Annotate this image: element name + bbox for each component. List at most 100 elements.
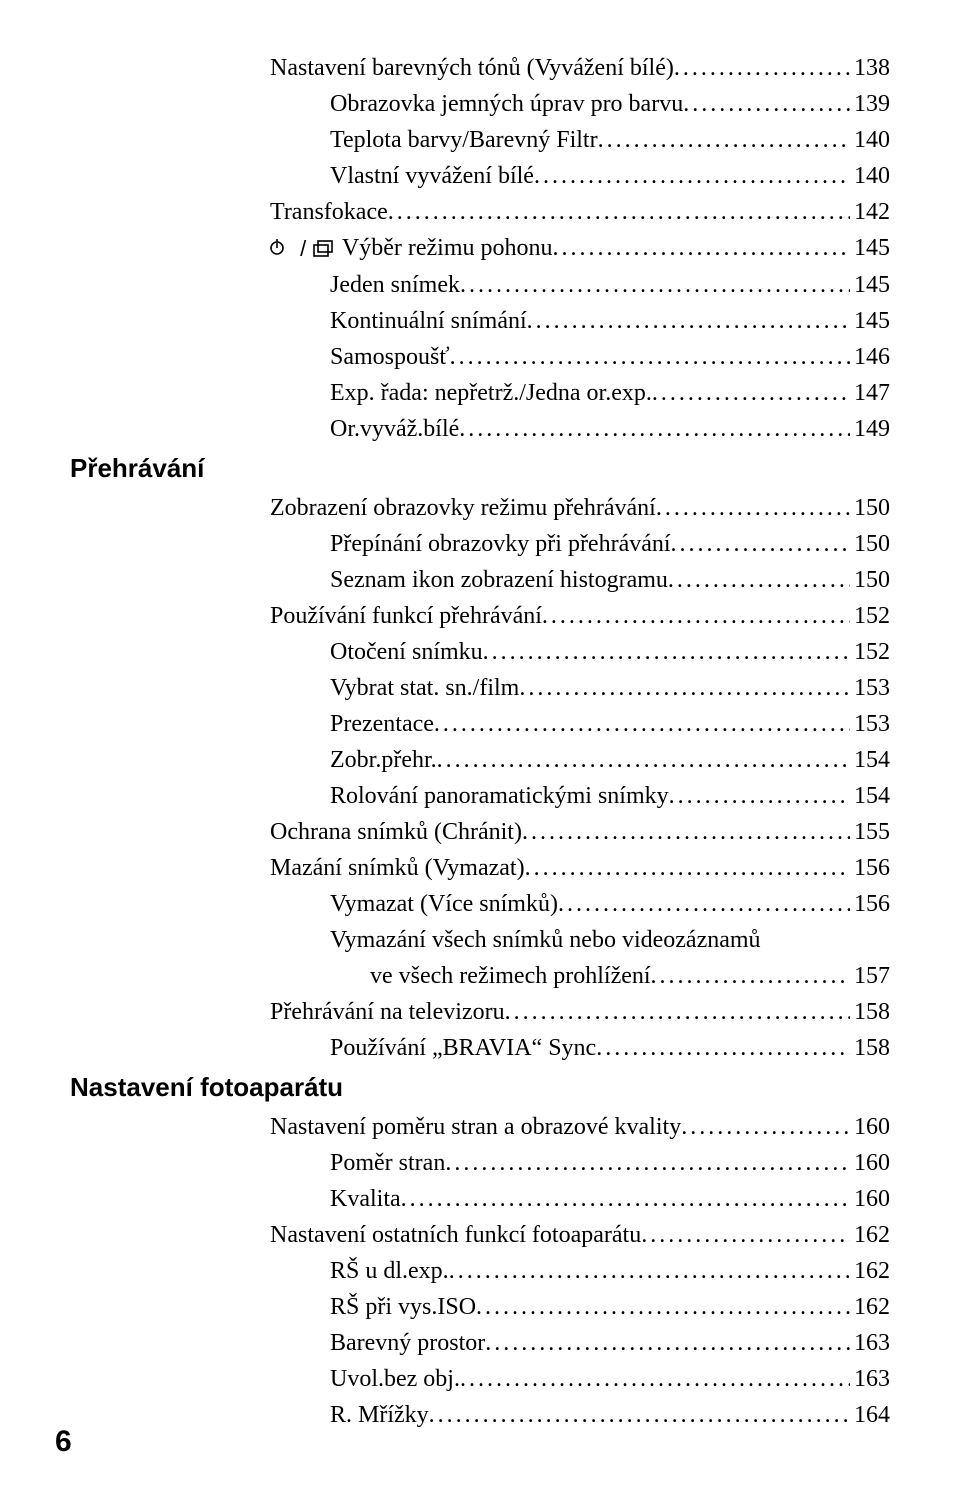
toc-entry-cont: ve všech režimech prohlížení 157 <box>70 958 890 994</box>
toc-entry: Vlastní vyvážení bílé140 <box>70 158 890 194</box>
toc-entry: Samospoušť146 <box>70 339 890 375</box>
toc-dots <box>449 1253 850 1289</box>
toc-entry: Ochrana snímků (Chránit)155 <box>70 814 890 850</box>
toc-dots <box>483 634 850 670</box>
toc-label: Poměr stran <box>330 1150 445 1176</box>
toc-label: Přepínání obrazovky při přehrávání <box>330 531 671 557</box>
toc-entry: Vybrat stat. sn./film 153 <box>70 670 890 706</box>
toc-entry: Prezentace153 <box>70 706 890 742</box>
toc-entry: RŠ při vys.ISO 162 <box>70 1289 890 1325</box>
toc-label: Teplota barvy/Barevný Filtr <box>330 127 598 153</box>
toc-dots <box>652 375 850 411</box>
toc-label: Nastavení ostatních funkcí fotoaparátu <box>270 1222 641 1248</box>
toc-dots <box>527 303 850 339</box>
toc-entry: Uvol.bez obj. 163 <box>70 1361 890 1397</box>
toc-dots <box>437 742 850 778</box>
toc-label: Přehrávání na televizoru <box>270 999 505 1025</box>
toc-dots <box>553 230 850 266</box>
toc-label: Otočení snímku <box>330 639 483 665</box>
toc-entry: Přepínání obrazovky při přehrávání 150 <box>70 526 890 562</box>
toc-page: 140 <box>850 122 890 158</box>
toc-page: 163 <box>850 1325 890 1361</box>
toc-label: RŠ u dl.exp. <box>330 1258 449 1284</box>
toc-entry: Vymazání všech snímků nebo videozáznamů <box>70 922 890 958</box>
toc-label: ve všech režimech prohlížení <box>370 958 651 994</box>
toc-label: Uvol.bez obj. <box>330 1366 460 1392</box>
toc-page: 155 <box>850 814 890 850</box>
toc-page: 142 <box>850 194 890 230</box>
toc-label: Seznam ikon zobrazení histogramu <box>330 567 668 593</box>
toc-dots <box>476 1289 850 1325</box>
toc-page: 162 <box>850 1253 890 1289</box>
toc-dots <box>429 1397 850 1433</box>
toc-entry: Používání funkcí přehrávání 152 <box>70 598 890 634</box>
toc-entry: / Výběr režimu pohonu145 <box>70 230 890 267</box>
toc-entry: Transfokace142 <box>70 194 890 230</box>
toc-page: 157 <box>850 958 890 994</box>
toc-label: Používání „BRAVIA“ Sync <box>330 1035 596 1061</box>
toc-dots <box>598 122 850 158</box>
toc-label: Obrazovka jemných úprav pro barvu <box>330 91 683 117</box>
toc-page: 162 <box>850 1289 890 1325</box>
toc-page: 145 <box>850 230 890 266</box>
toc-dots <box>681 1109 850 1145</box>
toc-entry: Rolování panoramatickými snímky154 <box>70 778 890 814</box>
toc-entry: Používání „BRAVIA“ Sync158 <box>70 1030 890 1066</box>
toc-dots <box>388 194 850 230</box>
toc-label: Or.vyváž.bílé <box>330 416 459 442</box>
toc-dots <box>525 850 850 886</box>
toc-page: 150 <box>850 562 890 598</box>
toc-page: 156 <box>850 886 890 922</box>
toc-dots <box>542 598 850 634</box>
toc-entry: Jeden snímek145 <box>70 267 890 303</box>
toc-entry: Or.vyváž.bílé 149 <box>70 411 890 447</box>
toc-page: 150 <box>850 490 890 526</box>
toc-label: Kontinuální snímání <box>330 308 527 334</box>
toc-page: 146 <box>850 339 890 375</box>
toc-page: 149 <box>850 411 890 447</box>
toc-page: 153 <box>850 670 890 706</box>
toc-entry: Nastavení poměru stran a obrazové kvalit… <box>70 1109 890 1145</box>
section-heading-playback: Přehrávání <box>70 453 890 484</box>
toc-label: Používání funkcí přehrávání <box>270 603 542 629</box>
toc-page: 152 <box>850 598 890 634</box>
toc-container: Nastavení barevných tónů (Vyvážení bílé)… <box>70 50 890 1433</box>
toc-page: 139 <box>850 86 890 122</box>
toc-label: Zobrazení obrazovky režimu přehrávání <box>270 495 656 521</box>
toc-page: 158 <box>850 994 890 1030</box>
toc-page: 156 <box>850 850 890 886</box>
toc-entry: R. Mřížky164 <box>70 1397 890 1433</box>
toc-label: Mazání snímků (Vymazat) <box>270 855 525 881</box>
page-number: 6 <box>55 1425 72 1459</box>
toc-dots <box>674 50 850 86</box>
toc-label: RŠ při vys.ISO <box>330 1294 476 1320</box>
toc-entry: Nastavení barevných tónů (Vyvážení bílé)… <box>70 50 890 86</box>
toc-dots <box>651 958 850 994</box>
toc-entry: Barevný prostor163 <box>70 1325 890 1361</box>
toc-label: Vlastní vyvážení bílé <box>330 163 534 189</box>
toc-page: 154 <box>850 778 890 814</box>
toc-page: 160 <box>850 1145 890 1181</box>
toc-page: 150 <box>850 526 890 562</box>
toc-page: 147 <box>850 375 890 411</box>
toc-entry: Nastavení ostatních funkcí fotoaparátu 16… <box>70 1217 890 1253</box>
toc-label: Exp. řada: nepřetrž./Jedna or.exp. <box>330 380 652 406</box>
toc-dots <box>459 411 850 447</box>
toc-page: 138 <box>850 50 890 86</box>
toc-page: 160 <box>850 1109 890 1145</box>
toc-dots <box>460 1361 850 1397</box>
toc-entry: Kvalita160 <box>70 1181 890 1217</box>
toc-label: Zobr.přehr. <box>330 747 437 773</box>
toc-entry: Poměr stran 160 <box>70 1145 890 1181</box>
toc-label: Prezentace <box>330 711 434 737</box>
toc-entry: Otočení snímku152 <box>70 634 890 670</box>
toc-page: 162 <box>850 1217 890 1253</box>
toc-dots <box>668 562 850 598</box>
toc-label: Vymazat (Více snímků) <box>330 891 558 917</box>
toc-page: 154 <box>850 742 890 778</box>
drivemode-icon: / <box>270 231 336 267</box>
toc-page: 160 <box>850 1181 890 1217</box>
toc-label: Vybrat stat. sn./film <box>330 675 519 701</box>
toc-label: Nastavení poměru stran a obrazové kvalit… <box>270 1114 681 1140</box>
toc-dots <box>445 1145 850 1181</box>
